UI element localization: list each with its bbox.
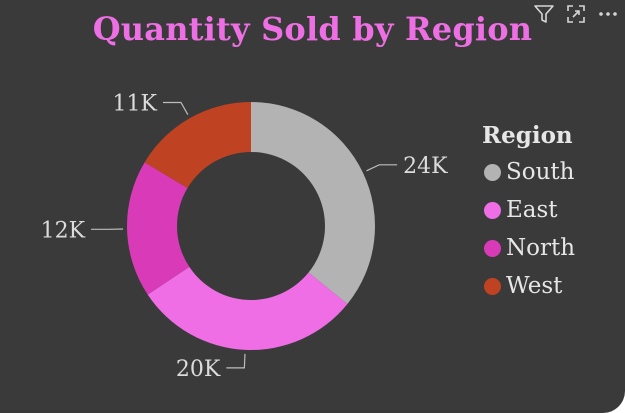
donut-slice-east[interactable] [147, 266, 348, 350]
legend-item-west[interactable]: West [482, 263, 622, 309]
filter-icon[interactable] [533, 3, 555, 25]
legend-label: East [506, 197, 558, 223]
data-label-west: 11K [113, 91, 158, 116]
focus-mode-icon[interactable] [565, 3, 587, 25]
donut-slice-west[interactable] [144, 102, 251, 189]
legend-item-north[interactable]: North [482, 225, 622, 271]
legend-item-south[interactable]: South [482, 149, 622, 195]
legend-item-east[interactable]: East [482, 187, 622, 233]
legend-label: North [506, 235, 576, 261]
legend: Region South East North West [482, 122, 622, 309]
legend-marker-north [484, 239, 501, 257]
legend-label: West [506, 273, 563, 299]
more-options-icon[interactable] [597, 3, 619, 25]
leader-line-west [162, 101, 189, 115]
chart-title: Quantity Sold by Region [92, 10, 533, 48]
legend-marker-west [484, 277, 501, 295]
donut-slice-north[interactable] [127, 162, 190, 295]
leader-line-east [226, 353, 246, 369]
leader-line-south [366, 164, 398, 172]
data-label-north: 12K [41, 218, 86, 243]
legend-title: Region [482, 122, 573, 149]
data-label-south: 24K [403, 154, 448, 179]
data-label-east: 20K [176, 357, 221, 382]
visual-toolbar [533, 2, 619, 26]
donut-slice-south[interactable] [251, 102, 375, 304]
legend-marker-east [484, 201, 501, 219]
legend-label: South [506, 159, 575, 185]
legend-marker-south [484, 163, 501, 181]
